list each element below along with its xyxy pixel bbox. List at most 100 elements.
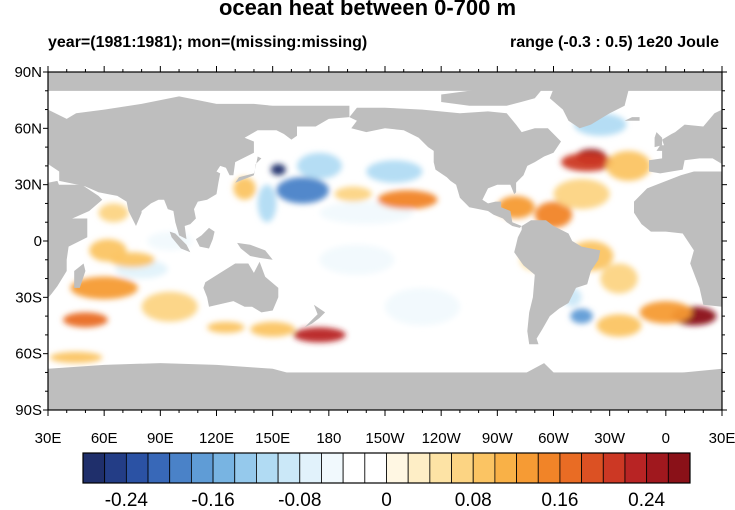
- colorbar-box: [147, 452, 171, 484]
- land-new-guinea: [237, 242, 273, 260]
- lon-tick-label: 0: [662, 430, 670, 447]
- land-masses: [48, 72, 722, 410]
- land-europe-west: [649, 90, 722, 174]
- land-arctic-canada: [441, 87, 545, 106]
- anomaly-patch: [385, 287, 460, 326]
- anomaly-patch: [233, 177, 256, 200]
- colorbar-box: [537, 452, 561, 484]
- land-japan: [235, 156, 262, 183]
- anomaly-patch: [560, 152, 614, 172]
- colorbar-box: [125, 452, 149, 484]
- land-australia: [203, 261, 279, 313]
- lon-tick-label: 30E: [709, 430, 735, 447]
- lat-tick-label: 60N: [14, 120, 42, 137]
- anomaly-patch: [257, 184, 277, 223]
- colorbar-label: -0.08: [278, 490, 321, 510]
- colorbar-box: [624, 452, 648, 484]
- colorbar-label: -0.16: [191, 490, 234, 510]
- lat-tick-label: 60S: [15, 346, 42, 363]
- colorbar-box: [321, 452, 344, 484]
- colorbar-frame: [82, 452, 691, 484]
- colorbar-box: [169, 452, 192, 484]
- colorbar-box: [256, 452, 279, 484]
- anomaly-patch: [553, 179, 610, 210]
- colorbar-box: [212, 452, 236, 484]
- colorbar-box: [472, 452, 496, 484]
- colorbar-box: [429, 452, 452, 484]
- colorbar-box: [646, 452, 669, 484]
- anomaly-patch: [377, 190, 438, 210]
- land-new-zealand: [304, 304, 326, 328]
- colorbar-box: [190, 452, 214, 484]
- colorbar-box: [407, 452, 431, 484]
- lon-tick-label: 60E: [91, 430, 118, 447]
- colorbar-label: 0.24: [628, 490, 665, 510]
- anomaly-field: [49, 113, 717, 364]
- land-eurasia: [48, 90, 350, 240]
- anomaly-patch: [62, 312, 108, 328]
- anomaly-patch: [605, 150, 651, 181]
- lat-tick-label: 0: [34, 233, 42, 250]
- time-range-subtitle: year=(1981:1981); mon=(missing:missing): [48, 34, 368, 51]
- lon-tick-label: 30W: [594, 430, 626, 447]
- map-plot-area: [48, 72, 722, 410]
- anomaly-patch: [293, 327, 346, 343]
- colorbar-label: 0: [381, 490, 392, 510]
- colorbar: -0.24 -0.16 -0.08 0 0.08 0.16 0.24: [82, 452, 691, 510]
- colorbar-box: [277, 452, 301, 484]
- lat-tick-label: 90S: [15, 402, 42, 419]
- colorbar-box: [559, 452, 583, 484]
- map-title: ocean heat between 0-700 m: [218, 0, 517, 20]
- land-arabia: [57, 184, 103, 219]
- lon-tick-label: 90E: [147, 430, 174, 447]
- colorbar-box: [516, 452, 539, 484]
- colorbar-box: [234, 452, 257, 484]
- lat-tick-label: 30N: [14, 177, 42, 194]
- colorbar-label: 0.16: [541, 490, 578, 510]
- land-arctic-north: [48, 72, 722, 91]
- anomaly-patch: [49, 351, 103, 364]
- land-north-america: [349, 107, 561, 228]
- land-africa-west: [634, 171, 722, 307]
- lon-tick-label: 120W: [422, 430, 462, 447]
- anomaly-patch: [89, 239, 127, 262]
- anomaly-patch: [297, 152, 342, 180]
- land-borneo: [195, 227, 215, 249]
- anomaly-patch: [639, 301, 693, 324]
- anomaly-patch: [276, 177, 329, 204]
- lon-tick-label: 120E: [199, 430, 234, 447]
- lat-tick-label: 30S: [15, 289, 42, 306]
- anomaly-patch: [70, 276, 138, 300]
- lon-tick-label: 150W: [365, 430, 405, 447]
- colorbar-box: [82, 452, 106, 484]
- lon-tick-label: 30E: [35, 430, 62, 447]
- lat-tick-label: 90N: [14, 64, 42, 81]
- land-south-america: [514, 220, 601, 345]
- anomaly-patch: [570, 308, 593, 324]
- anomaly-patch: [319, 244, 395, 275]
- colorbar-box: [602, 452, 626, 484]
- anomaly-patch: [250, 321, 296, 337]
- colorbar-box: [104, 452, 127, 484]
- anomaly-patch: [98, 203, 129, 223]
- anomaly-patch: [207, 321, 245, 334]
- land-madagascar: [74, 263, 86, 288]
- land-greenland: [549, 85, 629, 129]
- colorbar-box: [342, 452, 366, 484]
- anomaly-patch: [366, 160, 423, 183]
- colorbar-box: [667, 452, 691, 484]
- colorbar-box: [581, 452, 604, 484]
- colorbar-label: -0.24: [105, 490, 149, 510]
- colorbar-box: [494, 452, 517, 484]
- land-africa: [48, 180, 88, 307]
- land-uk: [654, 132, 663, 148]
- colorbar-box: [386, 452, 409, 484]
- lon-tick-label: 90W: [482, 430, 514, 447]
- anomaly-patch: [270, 164, 286, 176]
- land-sumatra: [169, 231, 191, 253]
- colorbar-label: 0.08: [455, 490, 492, 510]
- anomaly-patch: [141, 291, 198, 322]
- lon-tick-label: 180: [316, 430, 341, 447]
- anomaly-patch: [596, 314, 642, 337]
